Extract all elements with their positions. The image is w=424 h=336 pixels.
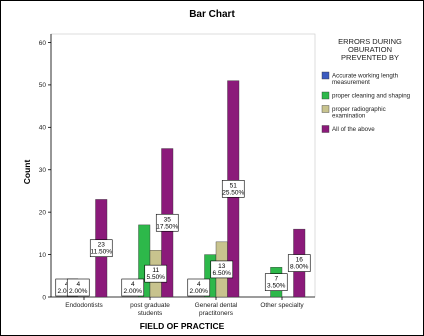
data-label-box: [66, 278, 90, 297]
x-axis-label: FIELD OF PRACTICE: [140, 321, 225, 331]
y-tick-label: 20: [39, 209, 47, 216]
chart-title: Bar Chart: [189, 9, 235, 20]
data-label: 42.00%: [187, 278, 211, 297]
data-label-text: 11.50%: [90, 249, 112, 256]
legend-label: measurement: [332, 79, 370, 86]
y-tick-label: 10: [39, 252, 47, 259]
x-tick-label: students: [138, 310, 163, 317]
y-tick-label: 0: [42, 294, 46, 301]
legend-item: proper cleaning and shaping: [321, 91, 411, 100]
legend-swatch: [321, 91, 330, 100]
data-label-box: [210, 260, 234, 279]
legend-label: proper radiographic: [332, 106, 386, 113]
y-tick-label: 50: [39, 82, 47, 89]
x-tick-label: Other specialty: [260, 302, 304, 309]
x-tick-label: General dental: [195, 302, 238, 309]
data-label-text: 13: [218, 263, 226, 270]
data-label-text: 23: [98, 242, 106, 249]
data-label-text: 4: [76, 281, 80, 288]
data-label-text: 2.00%: [124, 288, 143, 295]
x-tick-label: practitoners: [199, 310, 234, 317]
plot-background: [50, 33, 316, 298]
data-label-box: [144, 264, 168, 283]
data-label: 42.00%: [121, 278, 145, 297]
legend-swatch: [321, 105, 330, 113]
data-label-text: 7: [274, 276, 278, 283]
data-label-text: 4: [131, 281, 135, 288]
data-label-box: [187, 278, 211, 297]
data-label-text: 16: [296, 257, 304, 264]
data-labels: 42.00%42.00%2311.50%42.00%115.50%3517.50…: [55, 180, 311, 297]
data-label-text: 25.50%: [222, 189, 244, 196]
legend-title: OBURATION: [348, 45, 392, 54]
data-label-text: 51: [230, 182, 238, 189]
data-label-text: 2.00%: [69, 288, 88, 295]
data-label-text: 8.00%: [290, 264, 309, 271]
x-tick-label: Endodontists: [65, 302, 103, 309]
data-label-box: [155, 213, 179, 232]
legend-title: ERRORS DURING: [338, 37, 402, 46]
data-label-text: 17.50%: [156, 223, 178, 230]
data-label-box: [264, 273, 288, 291]
data-label: 73.50%: [264, 273, 288, 291]
legend-label: examination: [332, 113, 366, 120]
legend-swatch: [321, 71, 330, 80]
data-label-text: 2.00%: [58, 288, 77, 295]
data-label: 42.00%: [66, 278, 90, 297]
data-label: 115.50%: [144, 264, 168, 283]
data-label-text: 6.50%: [213, 270, 232, 277]
data-label-text: 4: [197, 281, 201, 288]
data-label-text: 3.50%: [267, 283, 286, 290]
legend-item: All of the above: [321, 125, 375, 133]
data-label-box: [287, 254, 311, 272]
y-axis-label: Count: [22, 160, 32, 185]
y-tick-label: 40: [39, 125, 47, 132]
y-tick-label: 60: [39, 40, 47, 47]
data-label-text: 2.00%: [190, 288, 209, 295]
legend-title: PREVENTED BY: [341, 53, 399, 62]
data-label: 136.50%: [210, 260, 234, 279]
data-label-text: 11: [152, 267, 159, 274]
legend-label: proper cleaning and shaping: [332, 93, 411, 100]
legend-label: Accurate working length: [332, 73, 399, 80]
data-label-box: [221, 180, 245, 198]
data-label-text: 4: [65, 281, 69, 288]
data-label-text: 35: [164, 216, 172, 223]
data-label-box: [89, 239, 113, 258]
data-label-box: [121, 278, 145, 297]
data-label-text: 5.50%: [147, 274, 166, 281]
legend-swatch: [321, 125, 330, 133]
legend-label: All of the above: [332, 126, 375, 133]
y-tick-label: 30: [39, 167, 47, 174]
x-tick-label: post graduate: [130, 302, 170, 309]
data-label: 168.00%: [287, 254, 311, 272]
